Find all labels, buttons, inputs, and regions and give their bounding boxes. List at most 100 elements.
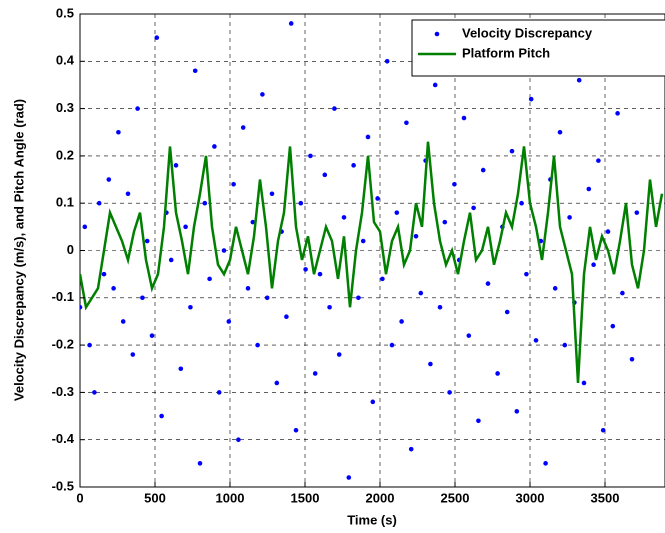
data-point: [255, 342, 260, 348]
data-point: [543, 461, 548, 466]
data-point: [173, 163, 179, 168]
legend-label: Velocity Discrepancy: [462, 25, 593, 40]
data-point: [404, 120, 409, 126]
x-tick-label: 500: [144, 490, 166, 505]
data: [80, 21, 664, 480]
data-point: [120, 319, 126, 324]
data-point: [202, 200, 208, 206]
data-point: [452, 181, 457, 187]
data-point: [293, 427, 299, 433]
data-point: [87, 342, 92, 348]
data-point: [524, 271, 529, 277]
data-point: [394, 210, 400, 215]
y-tick-label: -0.2: [52, 337, 74, 352]
data-point: [308, 153, 313, 159]
data-point: [192, 68, 198, 74]
data-point: [562, 342, 568, 348]
data-point: [351, 163, 356, 168]
data-point: [605, 229, 611, 234]
data-point: [596, 158, 601, 163]
data-point: [447, 390, 452, 395]
data-point: [322, 172, 328, 178]
x-tick-label: 3000: [516, 490, 545, 505]
data-point: [245, 286, 251, 291]
x-tick-label: 0: [76, 490, 83, 505]
data-point: [125, 191, 131, 197]
data-point: [212, 144, 217, 149]
data-point: [504, 309, 510, 315]
data-point: [389, 342, 395, 348]
data-point: [336, 352, 342, 357]
data-point: [96, 200, 102, 206]
x-tick-label: 1000: [216, 490, 245, 505]
data-point: [240, 125, 246, 130]
data-point: [80, 304, 83, 310]
data-point: [442, 219, 448, 225]
data-point: [380, 276, 385, 282]
data-point: [221, 248, 227, 253]
data-point: [356, 295, 361, 301]
y-tick-label: 0.5: [56, 5, 74, 20]
data-point: [495, 371, 500, 376]
grid: [79, 13, 665, 488]
data-point: [375, 196, 380, 201]
data-point: [312, 371, 318, 376]
data-point: [600, 427, 606, 433]
data-point: [92, 390, 97, 395]
data-point: [106, 177, 112, 182]
data-point: [370, 399, 376, 405]
y-tick-label: 0: [67, 242, 74, 257]
data-point: [264, 295, 270, 301]
data-point: [514, 409, 520, 414]
x-tick-label: 1500: [291, 490, 320, 505]
data-point: [509, 148, 515, 154]
y-tick-label: 0.1: [56, 195, 74, 210]
data-point: [528, 96, 534, 102]
data-point: [250, 219, 256, 225]
data-point: [384, 59, 390, 64]
data-point: [140, 295, 145, 301]
y-axis-label: Velocity Discrepancy (m/s), and Pitch An…: [11, 99, 26, 401]
data-point: [144, 238, 150, 244]
x-tick-label: 3500: [591, 490, 620, 505]
data-point: [557, 129, 563, 135]
data-point: [591, 262, 596, 267]
legend-label: Platform Pitch: [462, 45, 550, 60]
data-point: [610, 323, 616, 329]
data-point: [82, 224, 88, 230]
data-point: [567, 215, 572, 220]
data-point: [188, 304, 193, 310]
data-point: [149, 333, 155, 338]
data-point: [408, 446, 414, 452]
data-point: [197, 461, 203, 466]
y-tick-label: 0.4: [56, 53, 75, 68]
data-point: [341, 215, 347, 220]
data-point: [274, 380, 280, 386]
data-point: [552, 286, 558, 291]
data-point: [476, 418, 481, 424]
data-point: [413, 234, 419, 239]
data-point: [260, 92, 265, 97]
legend: Velocity Discrepancy Platform Pitch: [411, 19, 665, 77]
data-point: [360, 238, 366, 244]
data-point: [629, 356, 635, 362]
x-axis-label: Time (s): [347, 512, 397, 527]
data-point: [576, 77, 582, 83]
data-point: [135, 106, 140, 111]
legend-marker: [434, 31, 440, 37]
data-point: [168, 257, 174, 263]
data-point: [116, 129, 121, 135]
data-point: [207, 276, 212, 282]
data-point: [634, 210, 640, 215]
y-tick-label: -0.4: [52, 431, 75, 446]
data-point: [485, 281, 491, 286]
data-point: [154, 35, 160, 40]
data-point: [327, 304, 332, 310]
data-point: [226, 319, 232, 324]
y-tick-label: 0.3: [56, 100, 74, 115]
data-point: [480, 167, 486, 173]
data-point: [461, 115, 467, 121]
data-point: [284, 314, 289, 320]
y-tick-label: -0.5: [52, 478, 74, 493]
